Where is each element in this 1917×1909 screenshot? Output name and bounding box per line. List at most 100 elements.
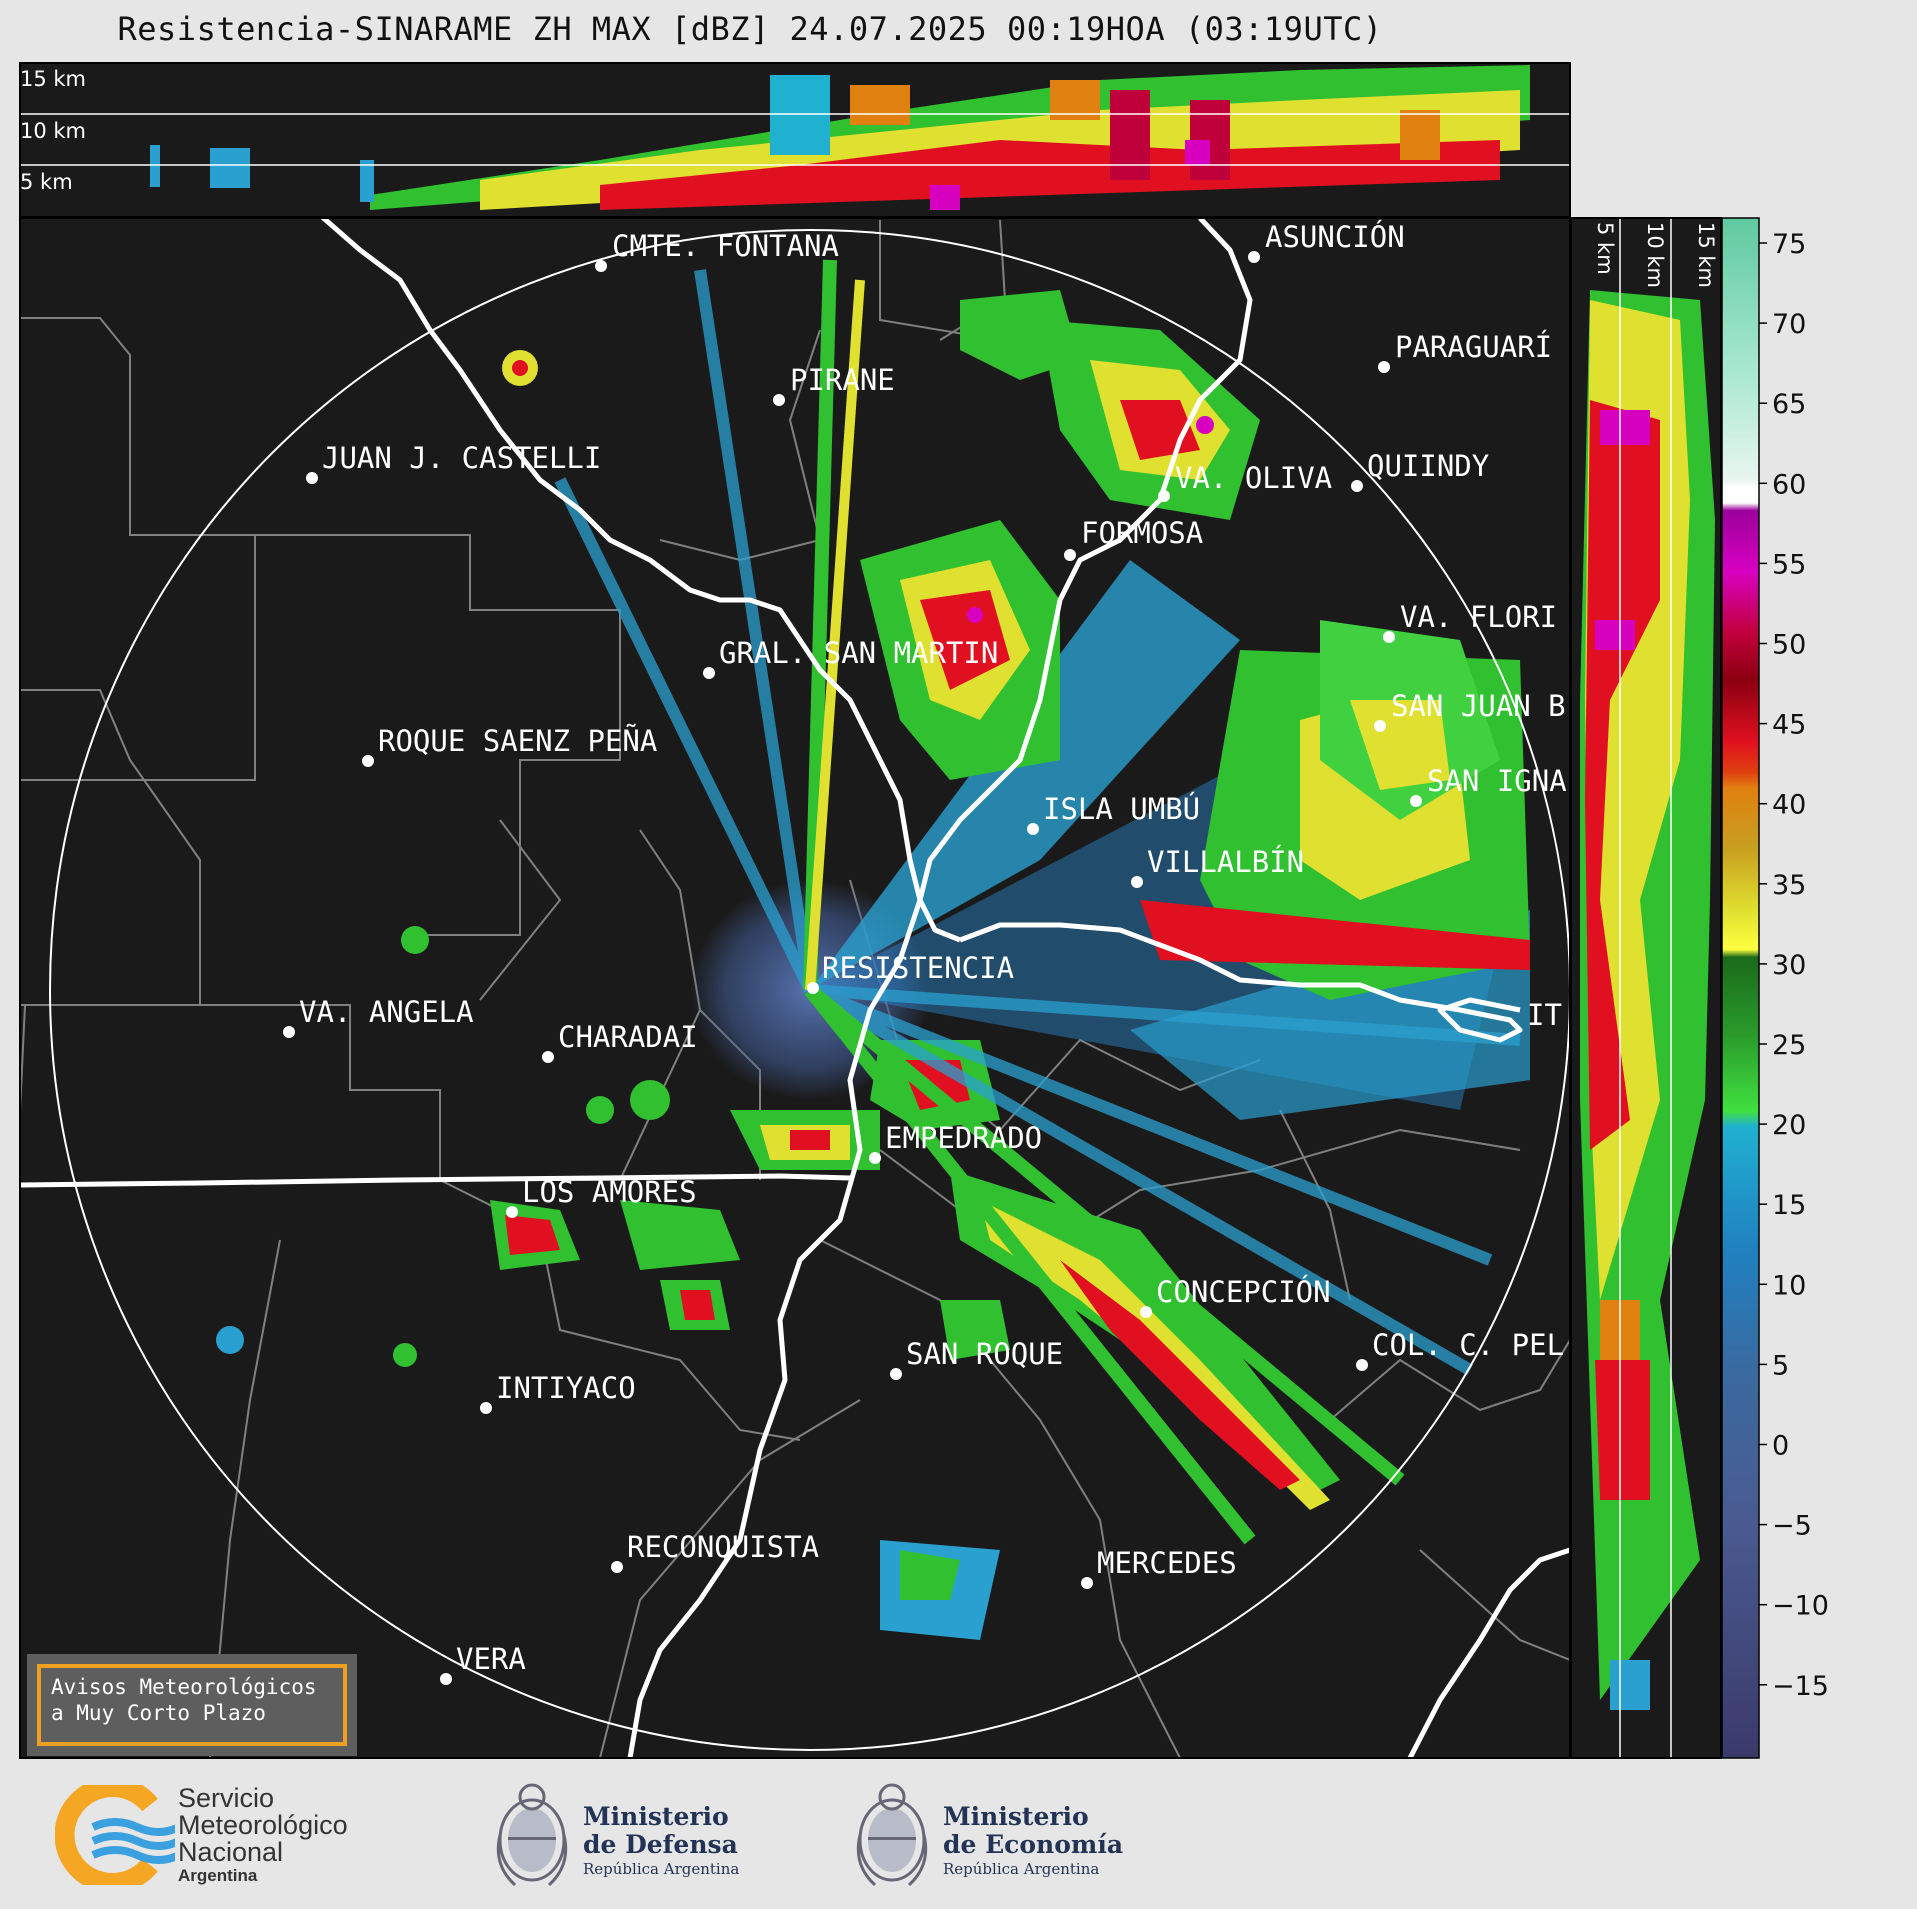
- svg-text:EMPEDRADO: EMPEDRADO: [885, 1121, 1042, 1155]
- city-charadai: CHARADAI: [542, 1020, 698, 1063]
- city-juan-j-castelli: JUAN J. CASTELLI: [306, 441, 601, 484]
- svg-text:LOS AMORES: LOS AMORES: [522, 1175, 697, 1209]
- radar-map-panel: CMTE. FONTANA ASUNCIÓN PARAGUARÍ PIRANE …: [19, 217, 1571, 1759]
- city-formosa: FORMOSA: [1064, 516, 1203, 561]
- svg-text:IT: IT: [1527, 998, 1562, 1032]
- city-isla-umbu: ISLA UMBÚ: [1027, 792, 1200, 835]
- city-paraguari: PARAGUARÍ: [1378, 330, 1552, 373]
- city-reconquista: RECONQUISTA: [611, 1530, 819, 1573]
- colorbar-tick-label: 35: [1772, 870, 1806, 901]
- svg-text:SAN JUAN B: SAN JUAN B: [1391, 689, 1566, 723]
- colorbar-tick-label: 45: [1772, 710, 1806, 741]
- smn-line-1: Servicio: [178, 1783, 275, 1813]
- svg-text:FORMOSA: FORMOSA: [1081, 516, 1203, 550]
- smn-logo: Servicio Meteorológico Nacional Argentin…: [55, 1785, 395, 1885]
- city-va-angela: VA. ANGELA: [283, 995, 474, 1038]
- city-va-oliva: VA. OLIVA: [1158, 461, 1332, 502]
- city-it: IT: [1527, 998, 1562, 1032]
- svg-text:PIRANE: PIRANE: [790, 363, 895, 397]
- svg-text:CONCEPCIÓN: CONCEPCIÓN: [1156, 1275, 1331, 1309]
- colorbar-tick-label: 60: [1772, 469, 1806, 500]
- colorbar-tick-label: 40: [1772, 790, 1806, 821]
- economia-logo: Ministerio de Economía República Argenti…: [855, 1775, 1145, 1895]
- svg-text:GRAL. SAN MARTIN: GRAL. SAN MARTIN: [719, 636, 998, 670]
- economia-line-1: Ministerio: [943, 1802, 1089, 1831]
- svg-text:RESISTENCIA: RESISTENCIA: [822, 951, 1014, 985]
- svg-text:VA. ANGELA: VA. ANGELA: [299, 995, 474, 1029]
- svg-text:ISLA UMBÚ: ISLA UMBÚ: [1043, 792, 1200, 826]
- svg-text:ASUNCIÓN: ASUNCIÓN: [1265, 220, 1405, 254]
- defensa-logo: Ministerio de Defensa República Argentin…: [495, 1775, 765, 1895]
- svg-text:CMTE. FONTANA: CMTE. FONTANA: [612, 229, 839, 263]
- city-asuncion: ASUNCIÓN: [1248, 220, 1405, 263]
- range-ring: [49, 229, 1570, 1751]
- svg-text:VA. FLORI: VA. FLORI: [1400, 600, 1557, 634]
- side-cross-section-panel: 5 km 10 km 15 km: [1570, 217, 1722, 1759]
- svg-text:VERA: VERA: [456, 1642, 526, 1676]
- colorbar-tick-label: −10: [1772, 1591, 1829, 1622]
- city-los-amores: LOS AMORES: [506, 1175, 697, 1218]
- city-resistencia: RESISTENCIA: [807, 951, 1014, 994]
- city-quiindy: QUIINDY: [1351, 449, 1489, 492]
- city-col-c-pel: COL. C. PEL: [1356, 1328, 1564, 1371]
- colorbar-tick-label: 5: [1772, 1350, 1789, 1381]
- svg-text:CHARADAI: CHARADAI: [558, 1020, 698, 1054]
- top-alt-label-5: 5 km: [20, 170, 73, 194]
- city-san-juan-b: SAN JUAN B: [1374, 689, 1566, 732]
- colorbar-tick-label: 50: [1772, 630, 1806, 661]
- city-pirane: PIRANE: [773, 363, 895, 406]
- svg-text:JUAN J. CASTELLI: JUAN J. CASTELLI: [322, 441, 601, 475]
- avisos-line-2: a Muy Corto Plazo: [51, 1701, 266, 1725]
- city-empedrado: EMPEDRADO: [869, 1121, 1042, 1164]
- svg-text:COL. C. PEL: COL. C. PEL: [1372, 1328, 1564, 1362]
- city-markers: CMTE. FONTANA ASUNCIÓN PARAGUARÍ PIRANE …: [283, 220, 1567, 1685]
- avisos-line-1: Avisos Meteorológicos: [51, 1675, 317, 1699]
- economia-line-2: de Economía: [943, 1830, 1124, 1859]
- colorbar-tick-label: 65: [1772, 389, 1806, 420]
- city-san-roque: SAN ROQUE: [890, 1337, 1063, 1380]
- avisos-box[interactable]: Avisos Meteorológicos a Muy Corto Plazo: [27, 1654, 357, 1756]
- city-gral-san-martin: GRAL. SAN MARTIN: [703, 636, 998, 679]
- svg-text:PARAGUARÍ: PARAGUARÍ: [1395, 330, 1552, 364]
- city-san-igna: SAN IGNA: [1410, 764, 1567, 807]
- colorbar-tick-label: 55: [1772, 549, 1806, 580]
- colorbar-tick-label: 20: [1772, 1110, 1806, 1141]
- colorbar-tick-label: 30: [1772, 950, 1806, 981]
- admin-borders: [20, 219, 1570, 1758]
- colorbar-tick-label: 75: [1772, 229, 1806, 260]
- svg-text:QUIINDY: QUIINDY: [1367, 449, 1489, 483]
- rivers: [20, 218, 1570, 1758]
- colorbar-tick-label: −5: [1772, 1511, 1812, 1542]
- smn-line-4: Argentina: [178, 1866, 258, 1885]
- defensa-line-2: de Defensa: [583, 1830, 738, 1859]
- city-villalbin: VILLALBÍN: [1131, 845, 1304, 888]
- svg-text:VA. OLIVA: VA. OLIVA: [1175, 461, 1332, 495]
- smn-emblem-icon: [55, 1785, 175, 1885]
- svg-text:MERCEDES: MERCEDES: [1097, 1546, 1237, 1580]
- smn-line-2: Meteorológico: [178, 1810, 348, 1840]
- side-alt-label-15: 15 km: [1694, 222, 1718, 288]
- city-intiyaco: INTIYACO: [480, 1371, 636, 1414]
- colorbar-tick-label: 70: [1772, 309, 1806, 340]
- svg-text:RECONQUISTA: RECONQUISTA: [627, 1530, 819, 1564]
- city-roque-saenz-pena: ROQUE SAENZ PEÑA: [362, 724, 657, 767]
- colorbar-tick-label: 10: [1772, 1270, 1806, 1301]
- svg-text:INTIYACO: INTIYACO: [496, 1371, 636, 1405]
- defensa-line-1: Ministerio: [583, 1802, 729, 1831]
- defensa-line-3: República Argentina: [583, 1860, 740, 1878]
- national-seal-icon: [856, 1783, 928, 1887]
- svg-text:SAN ROQUE: SAN ROQUE: [906, 1337, 1063, 1371]
- side-alt-label-5: 5 km: [1593, 222, 1617, 275]
- colorbar-tick-label: 0: [1772, 1431, 1789, 1462]
- top-cross-section-panel: 15 km 10 km 5 km: [19, 62, 1571, 218]
- top-alt-label-10: 10 km: [20, 119, 86, 143]
- city-cmte-fontana: CMTE. FONTANA: [595, 229, 839, 272]
- city-va-flori: VA. FLORI: [1383, 600, 1557, 643]
- smn-line-3: Nacional: [178, 1837, 284, 1867]
- national-seal-icon: [496, 1783, 568, 1887]
- side-alt-label-10: 10 km: [1643, 222, 1667, 288]
- svg-text:VILLALBÍN: VILLALBÍN: [1147, 845, 1304, 879]
- svg-text:SAN IGNA: SAN IGNA: [1427, 764, 1567, 798]
- city-vera: VERA: [440, 1642, 526, 1685]
